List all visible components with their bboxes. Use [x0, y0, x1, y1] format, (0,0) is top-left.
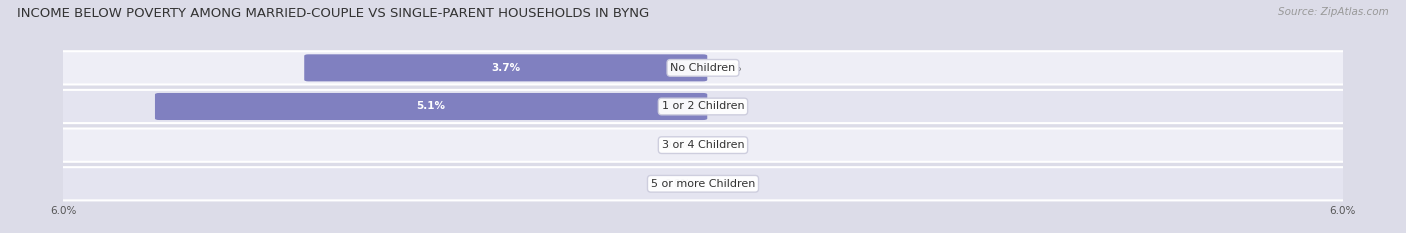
Text: INCOME BELOW POVERTY AMONG MARRIED-COUPLE VS SINGLE-PARENT HOUSEHOLDS IN BYNG: INCOME BELOW POVERTY AMONG MARRIED-COUPL… — [17, 7, 650, 20]
Text: 5.1%: 5.1% — [416, 102, 446, 112]
FancyBboxPatch shape — [155, 93, 707, 120]
FancyBboxPatch shape — [55, 129, 1351, 162]
Text: 0.0%: 0.0% — [716, 102, 742, 112]
FancyBboxPatch shape — [55, 51, 1351, 85]
FancyBboxPatch shape — [55, 90, 1351, 123]
Text: 0.0%: 0.0% — [664, 179, 690, 189]
Text: 0.0%: 0.0% — [716, 140, 742, 150]
Text: Source: ZipAtlas.com: Source: ZipAtlas.com — [1278, 7, 1389, 17]
Text: 0.0%: 0.0% — [716, 63, 742, 73]
FancyBboxPatch shape — [55, 167, 1351, 200]
FancyBboxPatch shape — [304, 54, 707, 81]
Text: 0.0%: 0.0% — [716, 179, 742, 189]
Text: 1 or 2 Children: 1 or 2 Children — [662, 102, 744, 112]
Text: 3 or 4 Children: 3 or 4 Children — [662, 140, 744, 150]
Text: 5 or more Children: 5 or more Children — [651, 179, 755, 189]
Text: 0.0%: 0.0% — [664, 140, 690, 150]
Text: 3.7%: 3.7% — [491, 63, 520, 73]
Text: No Children: No Children — [671, 63, 735, 73]
